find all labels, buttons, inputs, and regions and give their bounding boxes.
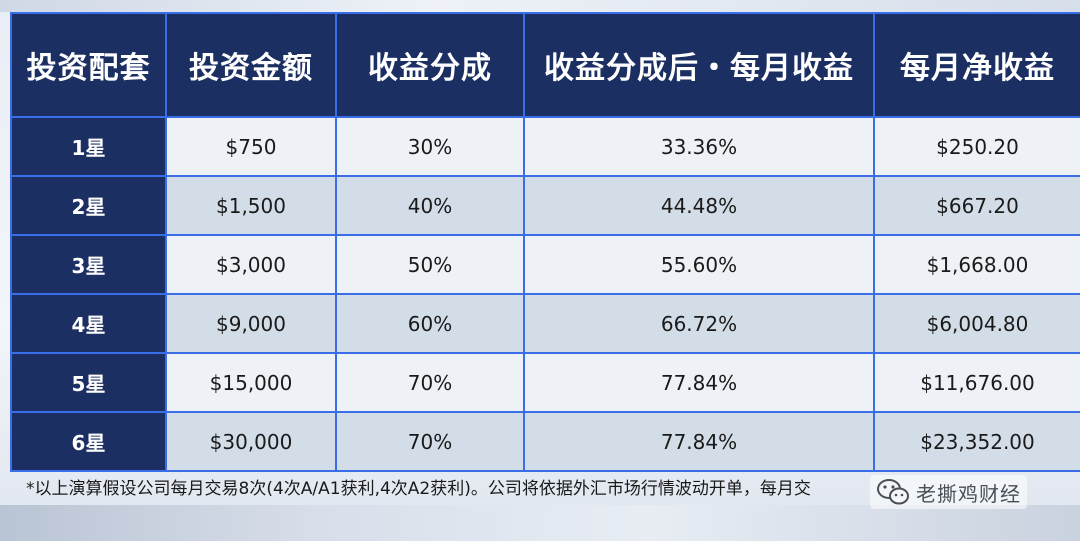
header-share: 收益分成 bbox=[335, 12, 525, 118]
package-cell: 6星 bbox=[10, 411, 167, 472]
table-header-row: 投资配套 投资金额 收益分成 收益分成后・每月收益 每月净收益 bbox=[10, 12, 1080, 118]
investment-package-table: 投资配套 投资金额 收益分成 收益分成后・每月收益 每月净收益 1星 $750 … bbox=[10, 12, 1080, 472]
table-row: 4星 $9,000 60% 66.72% $6,004.80 bbox=[10, 293, 1080, 354]
share-cell: 70% bbox=[335, 352, 525, 413]
header-package: 投资配套 bbox=[10, 12, 167, 118]
amount-cell: $9,000 bbox=[165, 293, 337, 354]
monthly-rate-cell: 33.36% bbox=[523, 116, 875, 177]
share-cell: 30% bbox=[335, 116, 525, 177]
net-cell: $23,352.00 bbox=[873, 411, 1080, 472]
amount-cell: $15,000 bbox=[165, 352, 337, 413]
monthly-rate-cell: 66.72% bbox=[523, 293, 875, 354]
package-cell: 4星 bbox=[10, 293, 167, 354]
net-cell: $6,004.80 bbox=[873, 293, 1080, 354]
package-cell: 5星 bbox=[10, 352, 167, 413]
package-cell: 3星 bbox=[10, 234, 167, 295]
amount-cell: $750 bbox=[165, 116, 337, 177]
header-net: 每月净收益 bbox=[873, 12, 1080, 118]
background-bottom-strip bbox=[0, 505, 1080, 541]
package-cell: 1星 bbox=[10, 116, 167, 177]
table-row: 6星 $30,000 70% 77.84% $23,352.00 bbox=[10, 411, 1080, 472]
net-cell: $250.20 bbox=[873, 116, 1080, 177]
header-monthly-rate: 收益分成后・每月收益 bbox=[523, 12, 875, 118]
header-amount: 投资金额 bbox=[165, 12, 337, 118]
table-row: 5星 $15,000 70% 77.84% $11,676.00 bbox=[10, 352, 1080, 413]
monthly-rate-cell: 44.48% bbox=[523, 175, 875, 236]
amount-cell: $1,500 bbox=[165, 175, 337, 236]
share-cell: 70% bbox=[335, 411, 525, 472]
amount-cell: $3,000 bbox=[165, 234, 337, 295]
share-cell: 60% bbox=[335, 293, 525, 354]
table-row: 3星 $3,000 50% 55.60% $1,668.00 bbox=[10, 234, 1080, 295]
watermark: 老撕鸡财经 bbox=[870, 475, 1027, 509]
footnote: *以上演算假设公司每月交易8次(4次A/A1获利,4次A2获利)。公司将依据外汇… bbox=[26, 479, 811, 499]
net-cell: $1,668.00 bbox=[873, 234, 1080, 295]
table-row: 1星 $750 30% 33.36% $250.20 bbox=[10, 116, 1080, 177]
package-cell: 2星 bbox=[10, 175, 167, 236]
share-cell: 40% bbox=[335, 175, 525, 236]
background-top-strip bbox=[0, 0, 1080, 12]
net-cell: $667.20 bbox=[873, 175, 1080, 236]
monthly-rate-cell: 55.60% bbox=[523, 234, 875, 295]
watermark-text: 老撕鸡财经 bbox=[916, 481, 1021, 506]
table-row: 2星 $1,500 40% 44.48% $667.20 bbox=[10, 175, 1080, 236]
share-cell: 50% bbox=[335, 234, 525, 295]
wechat-icon bbox=[876, 477, 910, 507]
monthly-rate-cell: 77.84% bbox=[523, 411, 875, 472]
monthly-rate-cell: 77.84% bbox=[523, 352, 875, 413]
amount-cell: $30,000 bbox=[165, 411, 337, 472]
net-cell: $11,676.00 bbox=[873, 352, 1080, 413]
